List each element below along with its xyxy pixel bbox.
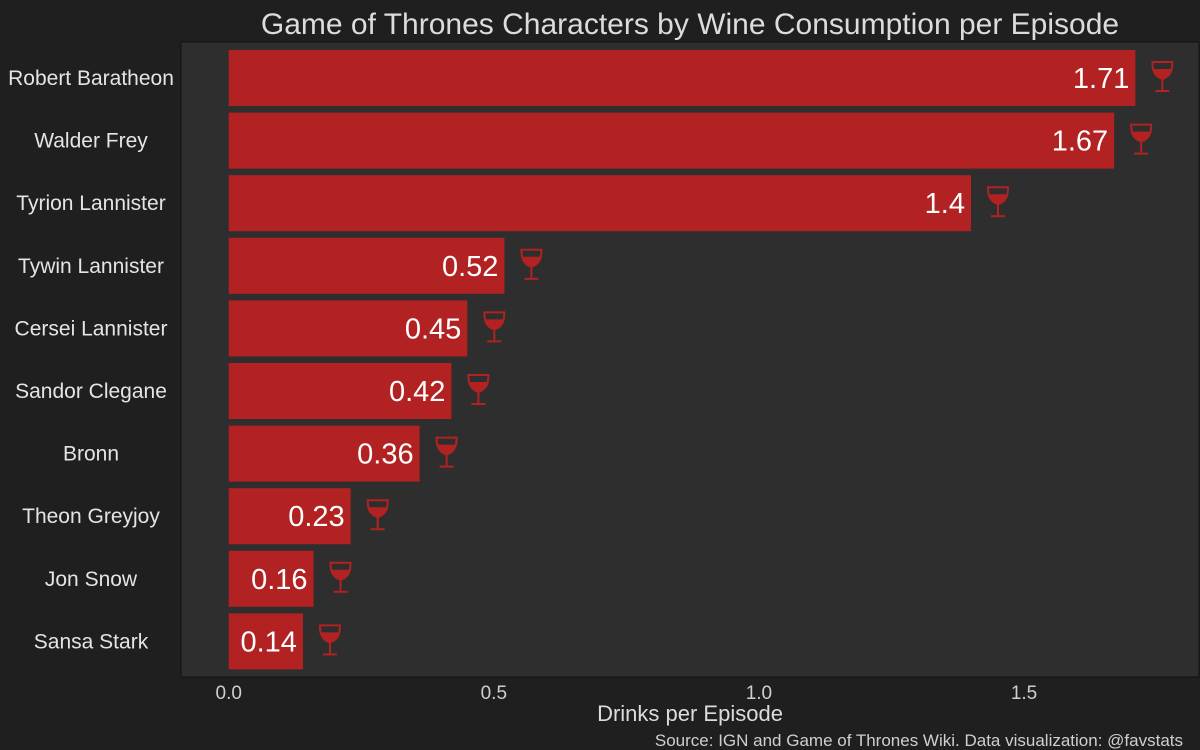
bar xyxy=(228,50,1136,106)
wine-glass-icon xyxy=(366,499,389,531)
bar-value-label: 0.23 xyxy=(288,501,344,533)
category-label: Walder Frey xyxy=(34,130,148,153)
bar xyxy=(228,300,468,357)
wine-glass-icon xyxy=(520,248,543,280)
wine-glass-bowl xyxy=(483,311,506,331)
bar-value-label: 0.36 xyxy=(357,439,413,471)
category-label: Sandor Clegane xyxy=(15,380,167,403)
wine-glass-icon xyxy=(435,436,458,468)
wine-glass-liquid xyxy=(368,507,388,517)
bar xyxy=(228,488,351,545)
x-axis-ticks: 0.0 0.5 1.0 1.5 xyxy=(216,683,1038,704)
category-label: Jon Snow xyxy=(45,568,138,591)
x-tick-label: 0.0 xyxy=(216,683,242,704)
wine-glass-icon xyxy=(1151,61,1174,92)
wine-glass-icon xyxy=(467,374,490,405)
wine-glass-bowl xyxy=(1130,123,1153,143)
wine-glass-liquid xyxy=(521,256,541,267)
wine-glass-liquid xyxy=(468,382,488,392)
wine-glass-bowl xyxy=(1151,61,1174,81)
wine-glass-icon xyxy=(329,561,352,593)
wine-glass-bowl xyxy=(467,374,490,394)
wine-glass-bowl xyxy=(329,561,352,581)
wine-glass-bowl xyxy=(366,499,389,519)
wine-glass-liquid xyxy=(484,319,504,329)
wine-glass-bowl xyxy=(318,624,341,644)
wine-glass-bowl xyxy=(435,436,458,456)
x-tick-label: 1.0 xyxy=(746,683,772,704)
wine-glass-liquid xyxy=(988,194,1008,204)
category-label: Theon Greyjoy xyxy=(22,505,160,528)
wine-glass-liquid xyxy=(1131,131,1151,142)
bar xyxy=(228,237,505,294)
chart-title: Game of Thrones Characters by Wine Consu… xyxy=(261,8,1119,41)
source-note: Source: IGN and Game of Thrones Wiki. Da… xyxy=(655,731,1183,750)
x-axis-label: Drinks per Episode xyxy=(597,701,783,726)
wine-glass-liquid xyxy=(320,632,340,642)
wine-glass-bowl xyxy=(520,248,543,268)
category-label: Sansa Stark xyxy=(34,630,149,653)
x-tick-label: 1.5 xyxy=(1011,683,1037,704)
x-tick-label: 0.5 xyxy=(481,683,507,704)
bar-value-label: 1.71 xyxy=(1073,63,1129,95)
wine-glass-liquid xyxy=(437,444,457,455)
bar-value-label: 0.45 xyxy=(405,313,461,345)
bar xyxy=(228,425,420,482)
bar-value-label: 1.4 xyxy=(925,188,965,220)
category-label: Tyrion Lannister xyxy=(16,192,165,215)
category-label: Bronn xyxy=(63,443,119,466)
wine-glass-liquid xyxy=(1152,69,1172,79)
bar xyxy=(228,112,1115,169)
category-label: Robert Baratheon xyxy=(8,67,174,90)
bar xyxy=(228,613,303,670)
bar xyxy=(228,550,314,607)
wine-glass-icon xyxy=(1130,123,1153,155)
category-label: Tywin Lannister xyxy=(18,255,164,278)
bar-value-label: 0.52 xyxy=(442,251,498,283)
bar-value-label: 1.67 xyxy=(1052,126,1108,158)
wine-glass-bowl xyxy=(987,186,1010,206)
bars-layer: Robert Baratheon 1.71 Walder Frey 1.67 Tyrio… xyxy=(8,50,1174,670)
category-label: Cersei Lannister xyxy=(15,317,168,340)
bar xyxy=(228,363,452,419)
wine-glass-icon xyxy=(987,186,1010,218)
wine-glass-icon xyxy=(483,311,506,343)
bar-value-label: 0.42 xyxy=(389,376,445,408)
bar-value-label: 0.14 xyxy=(240,626,296,658)
wine-glass-liquid xyxy=(331,569,351,580)
bar xyxy=(228,175,972,232)
wine-glass-icon xyxy=(318,624,341,656)
bar-value-label: 0.16 xyxy=(251,564,307,596)
